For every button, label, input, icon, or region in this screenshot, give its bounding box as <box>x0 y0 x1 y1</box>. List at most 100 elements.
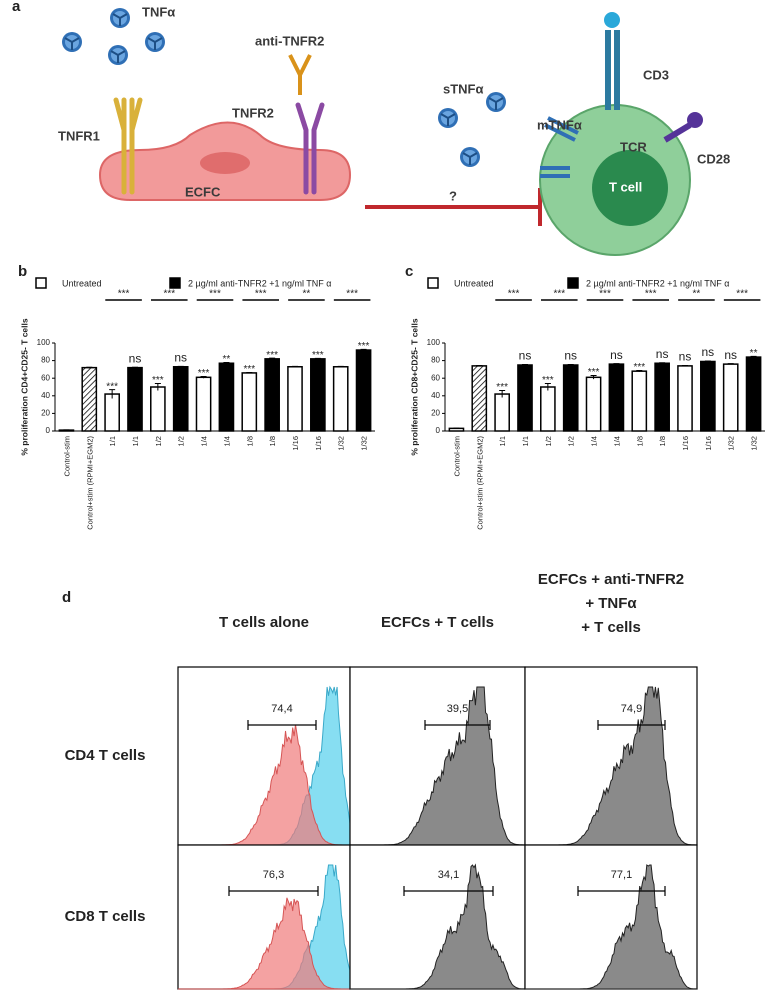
column-header: ECFCs + T cells <box>381 614 494 631</box>
y-tick-label: 80 <box>431 356 440 365</box>
bar <box>241 372 258 432</box>
bar <box>287 366 303 432</box>
comparison-label: *** <box>736 289 748 300</box>
label: TNFR2 <box>232 105 274 120</box>
error-bar <box>360 348 367 351</box>
y-tick-label: 40 <box>431 391 440 400</box>
legend-swatch <box>427 277 439 289</box>
x-tick-label: 1/16 <box>681 436 690 451</box>
error-bar <box>246 371 253 374</box>
x-tick-label: 1/16 <box>704 436 713 451</box>
t-cell-nucleus <box>592 150 668 226</box>
significance: ns <box>679 350 692 364</box>
histogram-cell: 77,1 <box>524 844 698 990</box>
label: anti-TNFR2 <box>255 33 324 48</box>
significance: ns <box>610 348 623 362</box>
bar <box>195 376 212 432</box>
tnfr1 <box>113 97 143 195</box>
column-header: + T cells <box>581 619 641 636</box>
x-tick-label: 1/4 <box>590 436 599 446</box>
significance: ns <box>656 347 669 361</box>
bar <box>722 363 739 432</box>
label: TCR <box>620 139 647 154</box>
column-header: ECFCs + anti-TNFR2 <box>538 571 684 588</box>
significance: *** <box>106 381 118 392</box>
significance: *** <box>312 350 324 361</box>
legend-swatch <box>567 277 579 289</box>
label: TNFα <box>142 4 175 19</box>
gate <box>247 720 317 730</box>
bar <box>332 366 349 432</box>
x-tick-label: 1/16 <box>291 436 300 451</box>
y-axis-label: % proliferation CD4+CD25- T cells <box>19 318 29 455</box>
column-header: + TNFα <box>585 595 637 612</box>
significance: ns <box>564 349 577 363</box>
label: sTNFα <box>443 81 484 96</box>
antibody <box>288 54 312 95</box>
bar <box>745 356 762 432</box>
x-tick-label: 1/2 <box>154 436 163 446</box>
bar <box>585 376 602 432</box>
error-bar <box>63 429 70 431</box>
error-bar <box>223 362 230 364</box>
significance: *** <box>198 368 210 379</box>
bar <box>81 366 98 432</box>
bar <box>104 393 120 432</box>
legend-swatch <box>169 277 181 289</box>
legend-swatch <box>35 277 47 289</box>
panel-label: a <box>12 0 21 15</box>
x-tick-label: 1/32 <box>727 436 736 451</box>
histogram-cell: 39,5 <box>349 666 526 846</box>
y-tick-label: 100 <box>37 338 51 347</box>
error-bar <box>499 390 506 398</box>
y-tick-label: 20 <box>41 409 50 418</box>
bar <box>631 370 648 432</box>
bar <box>471 365 488 432</box>
significance: ns <box>519 349 532 363</box>
error-bar <box>682 364 688 367</box>
gate <box>424 720 491 730</box>
comparison-label: *** <box>645 289 657 300</box>
x-tick-label: 1/1 <box>498 436 507 446</box>
label: CD3 <box>643 67 669 82</box>
error-bar <box>476 364 483 367</box>
bar <box>654 362 670 432</box>
bar <box>172 366 189 432</box>
x-tick-label: 1/1 <box>131 436 140 446</box>
error-bar <box>269 357 276 360</box>
y-tick-label: 60 <box>41 373 50 382</box>
x-tick-label: Control-stim <box>452 436 461 476</box>
bar <box>127 366 143 432</box>
panel-a: a TNFα anti-TNFR2 TNFR1 TNFR2 ECFC sTNFα… <box>12 0 730 256</box>
comparison-label: *** <box>118 289 130 300</box>
gate <box>597 720 666 730</box>
x-tick-label: 1/4 <box>612 436 621 446</box>
error-bar <box>292 365 298 368</box>
comparison-label: *** <box>209 289 221 300</box>
y-tick-label: 0 <box>46 426 51 435</box>
row-header: CD8 T cells <box>65 908 146 925</box>
cd3 <box>605 30 620 110</box>
inhibition <box>365 188 542 226</box>
histogram <box>178 897 350 990</box>
error-bar <box>522 364 528 366</box>
comparison-label: *** <box>553 289 565 300</box>
significance: ns <box>174 350 187 364</box>
x-tick-label: 1/8 <box>658 436 667 446</box>
bar <box>448 427 465 432</box>
comparison-label: ** <box>693 289 701 300</box>
significance: *** <box>152 375 164 386</box>
significance: ** <box>750 348 758 359</box>
histogram <box>525 864 698 990</box>
bar-charts: b Untreated 2 µg/ml anti-TNFR2 +1 ng/ml TN… <box>18 263 765 530</box>
y-tick-label: 0 <box>436 426 441 435</box>
error-bar <box>453 427 460 429</box>
error-bar <box>177 365 184 368</box>
significance: ** <box>223 354 231 365</box>
bar <box>608 363 625 432</box>
x-tick-label: Control+stim (RPMI+EGM2) <box>475 436 484 530</box>
error-bar <box>132 366 138 369</box>
x-tick-label: 1/2 <box>567 436 576 446</box>
gate-value: 34,1 <box>438 869 459 881</box>
